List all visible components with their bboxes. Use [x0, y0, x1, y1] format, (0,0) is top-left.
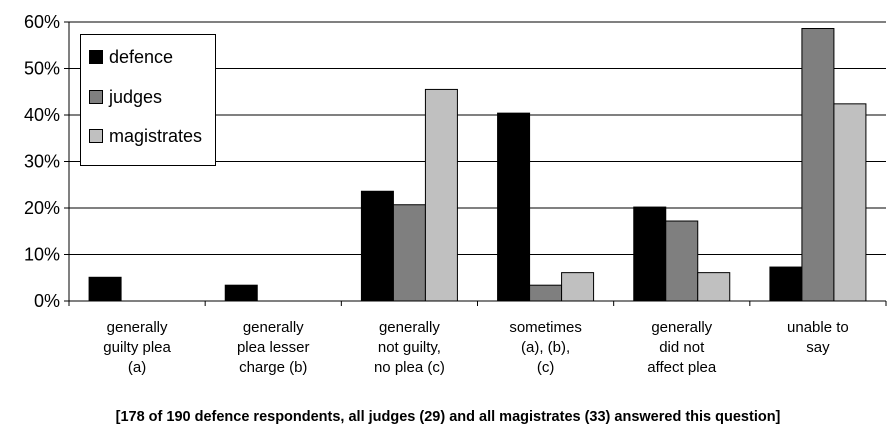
x-category-label-line: generally [378, 319, 440, 336]
y-tick-label: 10% [24, 245, 60, 265]
legend: defence judges magistrates [80, 34, 216, 166]
legend-swatch-defence [89, 50, 103, 64]
bar-defence [769, 266, 803, 302]
legend-swatch-judges [89, 90, 103, 104]
legend-item-magistrates: magistrates [89, 124, 202, 148]
legend-label-defence: defence [109, 46, 174, 67]
x-category-label-line: (c) [536, 359, 555, 376]
legend-item-defence: defence [89, 45, 173, 69]
x-category-label-line: plea lesser [236, 339, 310, 356]
x-category-label-line: generally [106, 319, 168, 336]
x-category-label: generally plea lesser charge (b) [208, 318, 338, 378]
x-category-label-line: guilty plea [103, 339, 171, 356]
x-category-label-line: charge (b) [239, 359, 308, 376]
chart-footnote: [178 of 190 defence respondents, all jud… [115, 409, 781, 425]
bar-judges [529, 284, 563, 302]
x-category-label-line: affect plea [647, 359, 717, 376]
x-category-label-line: generally [242, 319, 304, 336]
bar-defence [88, 276, 122, 302]
bar-judges [665, 220, 699, 302]
y-tick-label: 60% [24, 12, 60, 32]
y-tick-label: 40% [24, 105, 60, 125]
x-category-label-line: unable to [787, 319, 849, 336]
x-category-label-line: did not [659, 339, 705, 356]
x-category-label-line: sometimes [509, 319, 582, 336]
bar-judges [392, 204, 426, 302]
x-category-label-line: (a) [127, 359, 147, 376]
x-category-label-line: say [806, 339, 830, 356]
bar-magistrates [833, 103, 867, 302]
y-tick-label: 20% [24, 198, 60, 218]
bar-defence [224, 284, 258, 302]
x-category-label-line: no plea (c) [373, 359, 445, 376]
bar-defence [633, 206, 667, 302]
y-tick-label: 30% [24, 152, 60, 172]
x-category-label: unable to say [753, 318, 883, 358]
legend-item-judges: judges [89, 85, 162, 109]
bar-magistrates [424, 88, 458, 302]
x-category-label: sometimes (a), (b), (c) [481, 318, 611, 378]
y-tick-label: 0% [34, 291, 60, 311]
legend-label-judges: judges [109, 86, 163, 107]
bar-magistrates [697, 272, 731, 302]
x-category-label-line: not guilty, [377, 339, 441, 356]
x-category-label: generally not guilty, no plea (c) [344, 318, 474, 378]
x-category-label-line: generally [651, 319, 713, 336]
bar-defence [497, 112, 531, 302]
bar-magistrates [561, 272, 595, 302]
x-category-label-line: (a), (b), [520, 339, 571, 356]
bar-defence [360, 190, 394, 302]
bar-judges [801, 28, 835, 302]
legend-swatch-magistrates [89, 129, 103, 143]
x-category-label: generally did not affect plea [617, 318, 747, 378]
legend-label-magistrates: magistrates [109, 125, 203, 146]
x-category-label: generally guilty plea (a) [72, 318, 202, 378]
y-tick-label: 50% [24, 59, 60, 79]
